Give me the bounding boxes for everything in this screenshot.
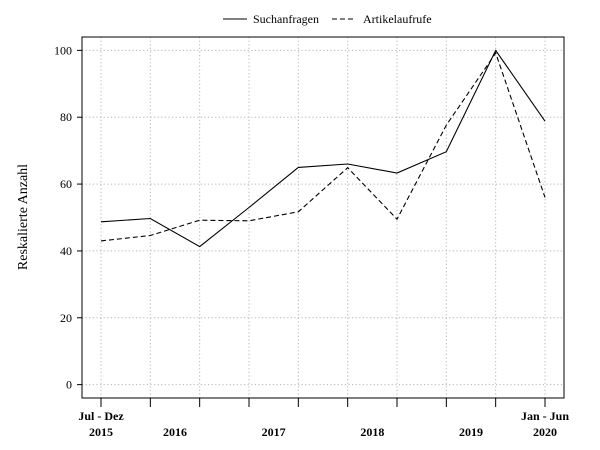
series-lines	[100, 49, 546, 248]
y-tick-label: 0	[66, 378, 72, 392]
x-tick-label-top: Jul - Dez	[78, 409, 124, 423]
x-tick-label-year: 2018	[360, 425, 384, 439]
x-tick-label-year: 2020	[533, 425, 557, 439]
y-axis: 0 20 40 60 80 100	[54, 43, 82, 392]
legend: Suchanfragen Artikelaufrufe	[223, 12, 432, 26]
plot-frame	[81, 36, 565, 399]
legend-label: Suchanfragen	[253, 12, 319, 26]
x-tick-label-year: 2019	[459, 425, 483, 439]
x-tick-label-year: 2016	[163, 425, 187, 439]
y-tick-label: 60	[60, 177, 72, 191]
series-line-artikelaufrufe	[100, 51, 546, 242]
y-axis-label: Reskalierte Anzahl	[16, 164, 31, 270]
y-tick-label: 100	[54, 43, 72, 57]
y-tick-label: 40	[60, 244, 72, 258]
x-tick-label-top: Jan - Jun	[521, 409, 569, 423]
grid	[82, 37, 564, 398]
x-tick-label-year: 2015	[89, 425, 113, 439]
y-tick-label: 80	[60, 110, 72, 124]
x-axis: Jul - Dez Jan - Jun 2015 2016 2017 2018 2019 20…	[78, 398, 569, 439]
y-tick-label: 20	[60, 311, 72, 325]
legend-label: Artikelaufrufe	[363, 12, 432, 26]
x-tick-label-year: 2017	[262, 425, 286, 439]
series-line-suchanfragen	[100, 49, 546, 248]
